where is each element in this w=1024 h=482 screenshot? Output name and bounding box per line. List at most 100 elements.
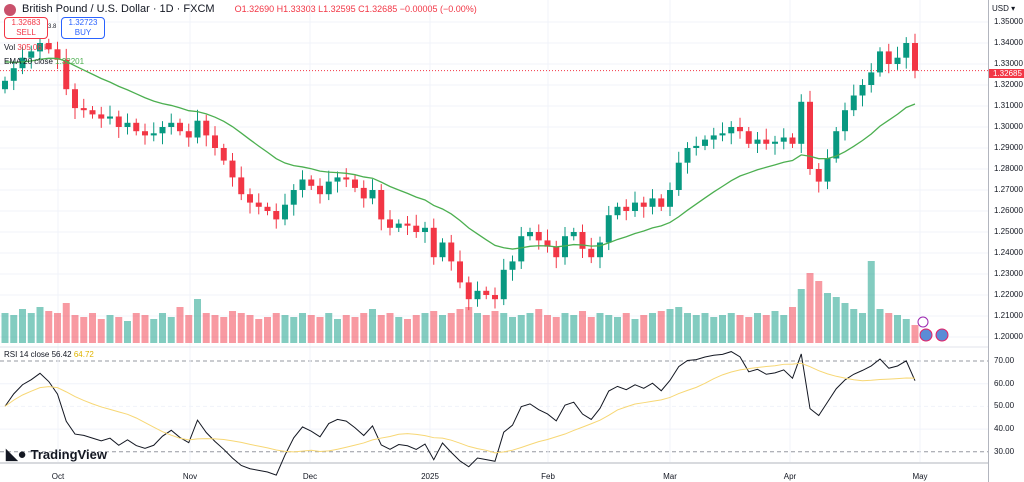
candle-body [807,101,813,169]
candle-body [833,131,840,159]
volume-bar [307,315,315,343]
volume-bar [815,281,823,343]
volume-bar [404,319,411,343]
candle-body [194,120,201,138]
volume-bar [124,321,131,343]
volume-bar [10,315,18,343]
sell-price: 1.32683 [11,18,41,27]
rsi-label: RSI 14 close [4,350,50,359]
candle-body [562,236,568,258]
candle-body [457,261,463,283]
candle-body [649,198,656,207]
buy-button[interactable]: 1.32723 BUY [61,17,105,39]
economic-event-flag-icon [935,328,949,342]
candle-body [177,122,183,132]
rsi-tick-label: 60.00 [994,378,1015,388]
time-axis-label: May [912,472,928,481]
candle-body [387,219,393,228]
candle-body [168,122,175,127]
candle-body [509,261,516,270]
candle-body [885,51,892,64]
current-price-label: 1.32685 [989,69,1024,78]
sell-button[interactable]: 1.32683 SELL [4,17,48,39]
candle-body [754,139,761,144]
candle-body [212,135,218,148]
volume-bar [500,313,508,343]
candle-body [422,227,428,232]
currency-selector[interactable]: USD ▾ [992,4,1016,13]
volume-bar [150,319,158,343]
candle-body [448,242,455,262]
volume-bar [255,319,263,343]
rsi-tick-label: 40.00 [994,424,1015,434]
volume-bar [106,315,114,343]
candle-body [360,187,367,199]
volume-bar [587,317,595,343]
volume-bar [465,307,473,343]
candle-body [28,51,35,58]
candle-body [343,177,350,180]
candle-body [334,177,341,182]
volume-legend[interactable]: Vol 305.06 K [4,43,49,53]
candle-body [597,242,603,258]
price-tick-label: 1.22000 [994,290,1023,299]
sell-label: SELL [16,28,36,37]
volume-bar [421,313,429,343]
candle-body [693,145,700,148]
spread: 3.8 [48,24,57,30]
volume-bar [640,315,648,343]
price-tick-label: 1.30000 [994,122,1023,131]
volume-bar [246,315,254,343]
candle-body [763,139,770,144]
rsi-ma-value: 64.72 [73,350,94,359]
volume-bar [675,307,683,343]
candle-body [710,135,717,140]
rsi-legend[interactable]: RSI 14 close 56.42 64.72 [4,350,94,360]
candle-body [535,232,542,241]
candle-body [255,202,262,207]
candle-body [640,202,647,207]
volume-bar [614,317,621,343]
volume-bar [290,317,298,343]
candle-body [37,43,43,52]
candle-body [780,137,787,142]
time-axis-label: Feb [541,472,555,481]
candle-body [815,169,822,182]
volume-bar [185,315,193,343]
volume-bar [19,309,26,343]
volume-bar [342,315,350,343]
price-tick-label: 1.25000 [994,227,1023,236]
lightning-event-icon [917,316,929,328]
volume-bar [780,315,788,343]
candle-body [492,295,498,300]
volume-bar [447,313,455,343]
volume-bar [684,313,691,343]
volume-bar [482,315,490,343]
chart-canvas[interactable] [0,0,988,482]
volume-bar [211,315,219,343]
candle-body [605,215,612,243]
volume-bar [167,317,175,343]
candle-body [238,177,245,195]
volume-bar [745,317,753,343]
volume-bar [797,289,805,343]
candle-body [789,137,796,144]
price-tick-label: 1.21000 [994,311,1023,320]
tradingview-logo-icon: ◣● [6,446,27,463]
price-tick-label: 1.32000 [994,80,1023,89]
tradingview-logo[interactable]: ◣● TradingView [6,447,107,462]
volume-bar [474,313,481,343]
candle-body [220,148,227,161]
volume-bar [535,309,543,343]
volume-bar [789,307,796,343]
volume-bar [649,313,656,343]
candle-body [124,122,131,127]
price-tick-label: 1.28000 [994,164,1023,173]
gbp-usd-flag-icon [4,3,16,16]
symbol-title[interactable]: British Pound / U.S. Dollar · 1D · FXCM [22,3,215,15]
volume-bar [692,315,700,343]
candle-body [325,181,332,195]
candle-body [150,133,157,136]
volume-bar [710,317,718,343]
ema-legend[interactable]: EMA 20 close 1.32201 [4,57,84,67]
